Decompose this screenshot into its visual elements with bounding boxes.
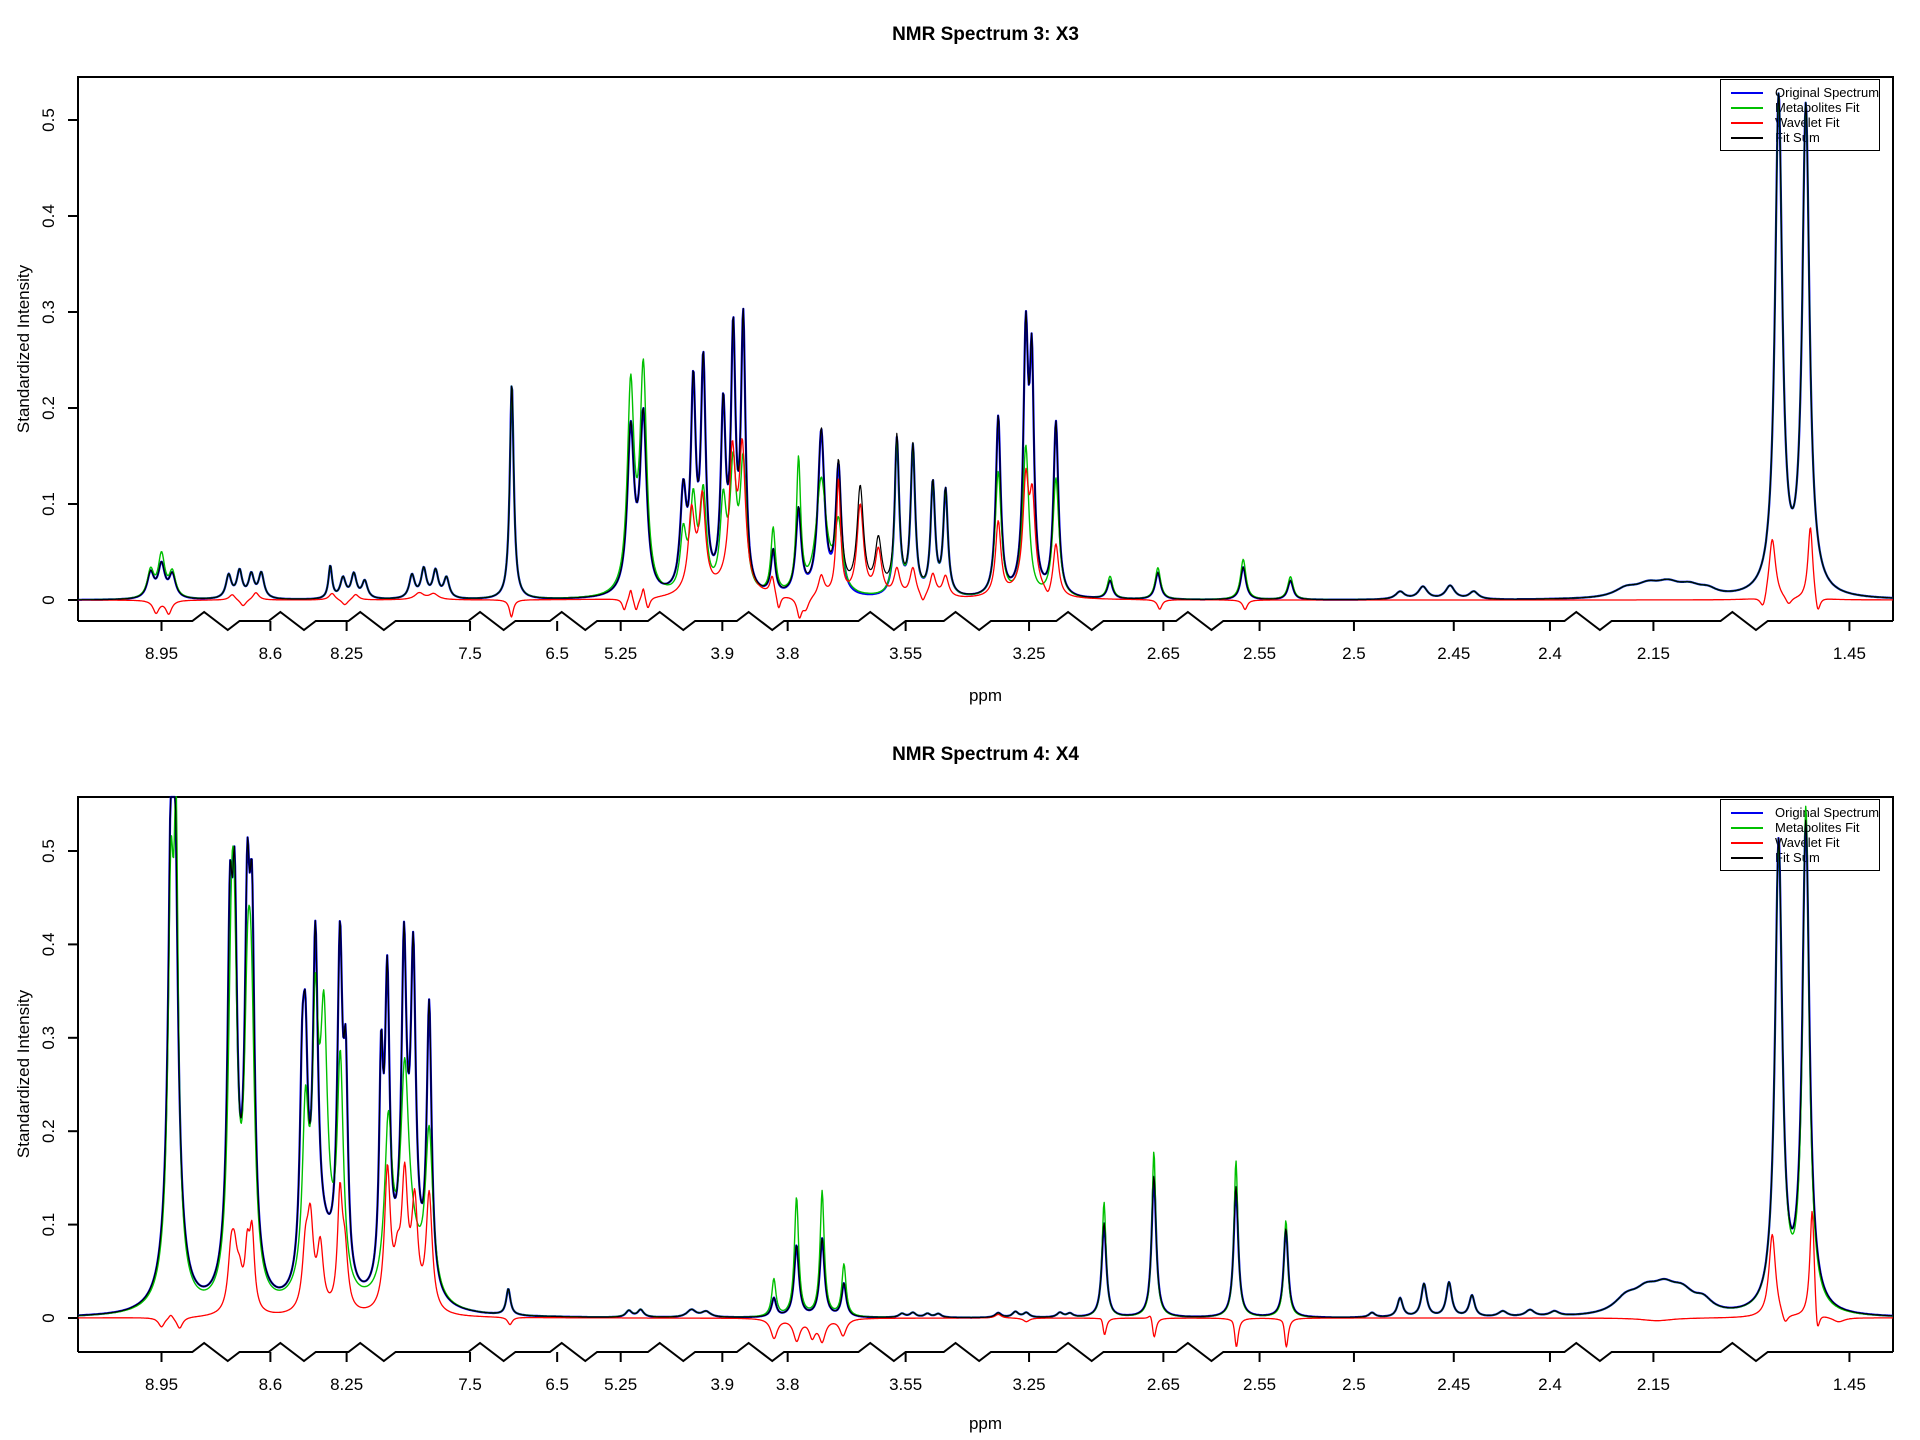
svg-text:6.5: 6.5 [545,644,569,663]
svg-text:8.6: 8.6 [259,644,283,663]
svg-text:8.6: 8.6 [259,1375,283,1394]
plot4-x-axis-label: ppm [968,1414,1003,1433]
original-spectrum-line-swatch [1731,811,1763,814]
svg-text:0: 0 [39,1313,58,1322]
svg-text:2.55: 2.55 [1243,644,1276,663]
legend-label: Original Spectrum [1775,805,1880,820]
legend-plot3: Original Spectrum Metabolites Fit Wavele… [1720,79,1880,151]
legend-label: Metabolites Fit [1775,100,1860,115]
svg-text:3.9: 3.9 [711,644,735,663]
svg-text:3.25: 3.25 [1013,1375,1046,1394]
svg-text:0.5: 0.5 [39,108,58,132]
plot3-x-axis-label: ppm [968,686,1003,705]
svg-text:2.65: 2.65 [1147,644,1180,663]
plot4-title: NMR Spectrum 4: X4 [892,744,1079,765]
svg-text:0.4: 0.4 [39,933,58,957]
svg-text:1.45: 1.45 [1833,1375,1866,1394]
series-curve-wavelet-fit [78,1161,1893,1348]
plot3-y-axis-label: Standardized Intensity [14,264,33,434]
svg-text:3.9: 3.9 [711,1375,735,1394]
svg-text:2.4: 2.4 [1538,644,1562,663]
legend-label: Fit Sum [1775,850,1820,865]
legend-item: Original Spectrum [1731,85,1879,100]
svg-text:0.3: 0.3 [39,1026,58,1050]
original-spectrum-line-swatch [1731,91,1763,94]
svg-text:8.25: 8.25 [330,1375,363,1394]
svg-text:8.95: 8.95 [145,644,178,663]
svg-text:8.25: 8.25 [330,644,363,663]
legend-label: Wavelet Fit [1775,835,1840,850]
svg-text:0.1: 0.1 [39,492,58,516]
svg-text:7.5: 7.5 [458,644,482,663]
legend-item: Original Spectrum [1731,805,1879,820]
svg-text:3.25: 3.25 [1013,644,1046,663]
svg-text:0.5: 0.5 [39,839,58,863]
svg-text:2.45: 2.45 [1437,1375,1470,1394]
series-curve-metabolites-fit [77,92,1894,601]
legend-item: Metabolites Fit [1731,100,1879,115]
svg-text:0.3: 0.3 [39,300,58,324]
plot4-y-axis-label: Standardized Intensity [14,989,33,1159]
fit-sum-line-swatch [1731,856,1763,859]
legend-item: Metabolites Fit [1731,820,1879,835]
svg-text:3.8: 3.8 [776,1375,800,1394]
svg-text:8.95: 8.95 [145,1375,178,1394]
svg-text:3.8: 3.8 [776,644,800,663]
svg-text:2.55: 2.55 [1243,1375,1276,1394]
svg-text:2.5: 2.5 [1342,1375,1366,1394]
svg-text:2.15: 2.15 [1637,644,1670,663]
series-curve-original-spectrum [77,795,1894,1319]
plot3-title: NMR Spectrum 3: X3 [892,24,1079,45]
series-curve-wavelet-fit [78,438,1893,619]
legend-label: Wavelet Fit [1775,115,1840,130]
legend-label: Metabolites Fit [1775,820,1860,835]
series-curve-fit-sum [78,92,1893,601]
legend-label: Fit Sum [1775,130,1820,145]
series-curve-original-spectrum [77,92,1894,601]
svg-text:0.2: 0.2 [39,1119,58,1143]
svg-text:0.1: 0.1 [39,1213,58,1237]
legend-item: Wavelet Fit [1731,115,1879,130]
legend-plot4: Original Spectrum Metabolites Fit Wavele… [1720,799,1880,871]
svg-text:3.55: 3.55 [889,644,922,663]
metabolites-fit-line-swatch [1731,826,1763,829]
svg-text:0.4: 0.4 [39,204,58,228]
svg-text:2.5: 2.5 [1342,644,1366,663]
svg-text:2.65: 2.65 [1147,1375,1180,1394]
legend-item: Wavelet Fit [1731,835,1879,850]
svg-text:0: 0 [39,595,58,604]
svg-text:6.5: 6.5 [545,1375,569,1394]
legend-item: Fit Sum [1731,130,1879,145]
svg-text:3.55: 3.55 [889,1375,922,1394]
series-curve-fit-sum [77,796,1893,1319]
svg-text:2.45: 2.45 [1437,644,1470,663]
wavelet-fit-line-swatch [1731,841,1763,844]
svg-text:5.25: 5.25 [604,644,637,663]
svg-text:0.2: 0.2 [39,396,58,420]
svg-text:1.45: 1.45 [1833,644,1866,663]
metabolites-fit-line-swatch [1731,106,1763,109]
series-curve-metabolites-fit [77,796,1894,1319]
svg-text:5.25: 5.25 [604,1375,637,1394]
svg-text:7.5: 7.5 [458,1375,482,1394]
wavelet-fit-line-swatch [1731,121,1763,124]
legend-item: Fit Sum [1731,850,1879,865]
svg-text:2.15: 2.15 [1637,1375,1670,1394]
fit-sum-line-swatch [1731,136,1763,139]
svg-text:2.4: 2.4 [1538,1375,1562,1394]
legend-label: Original Spectrum [1775,85,1880,100]
